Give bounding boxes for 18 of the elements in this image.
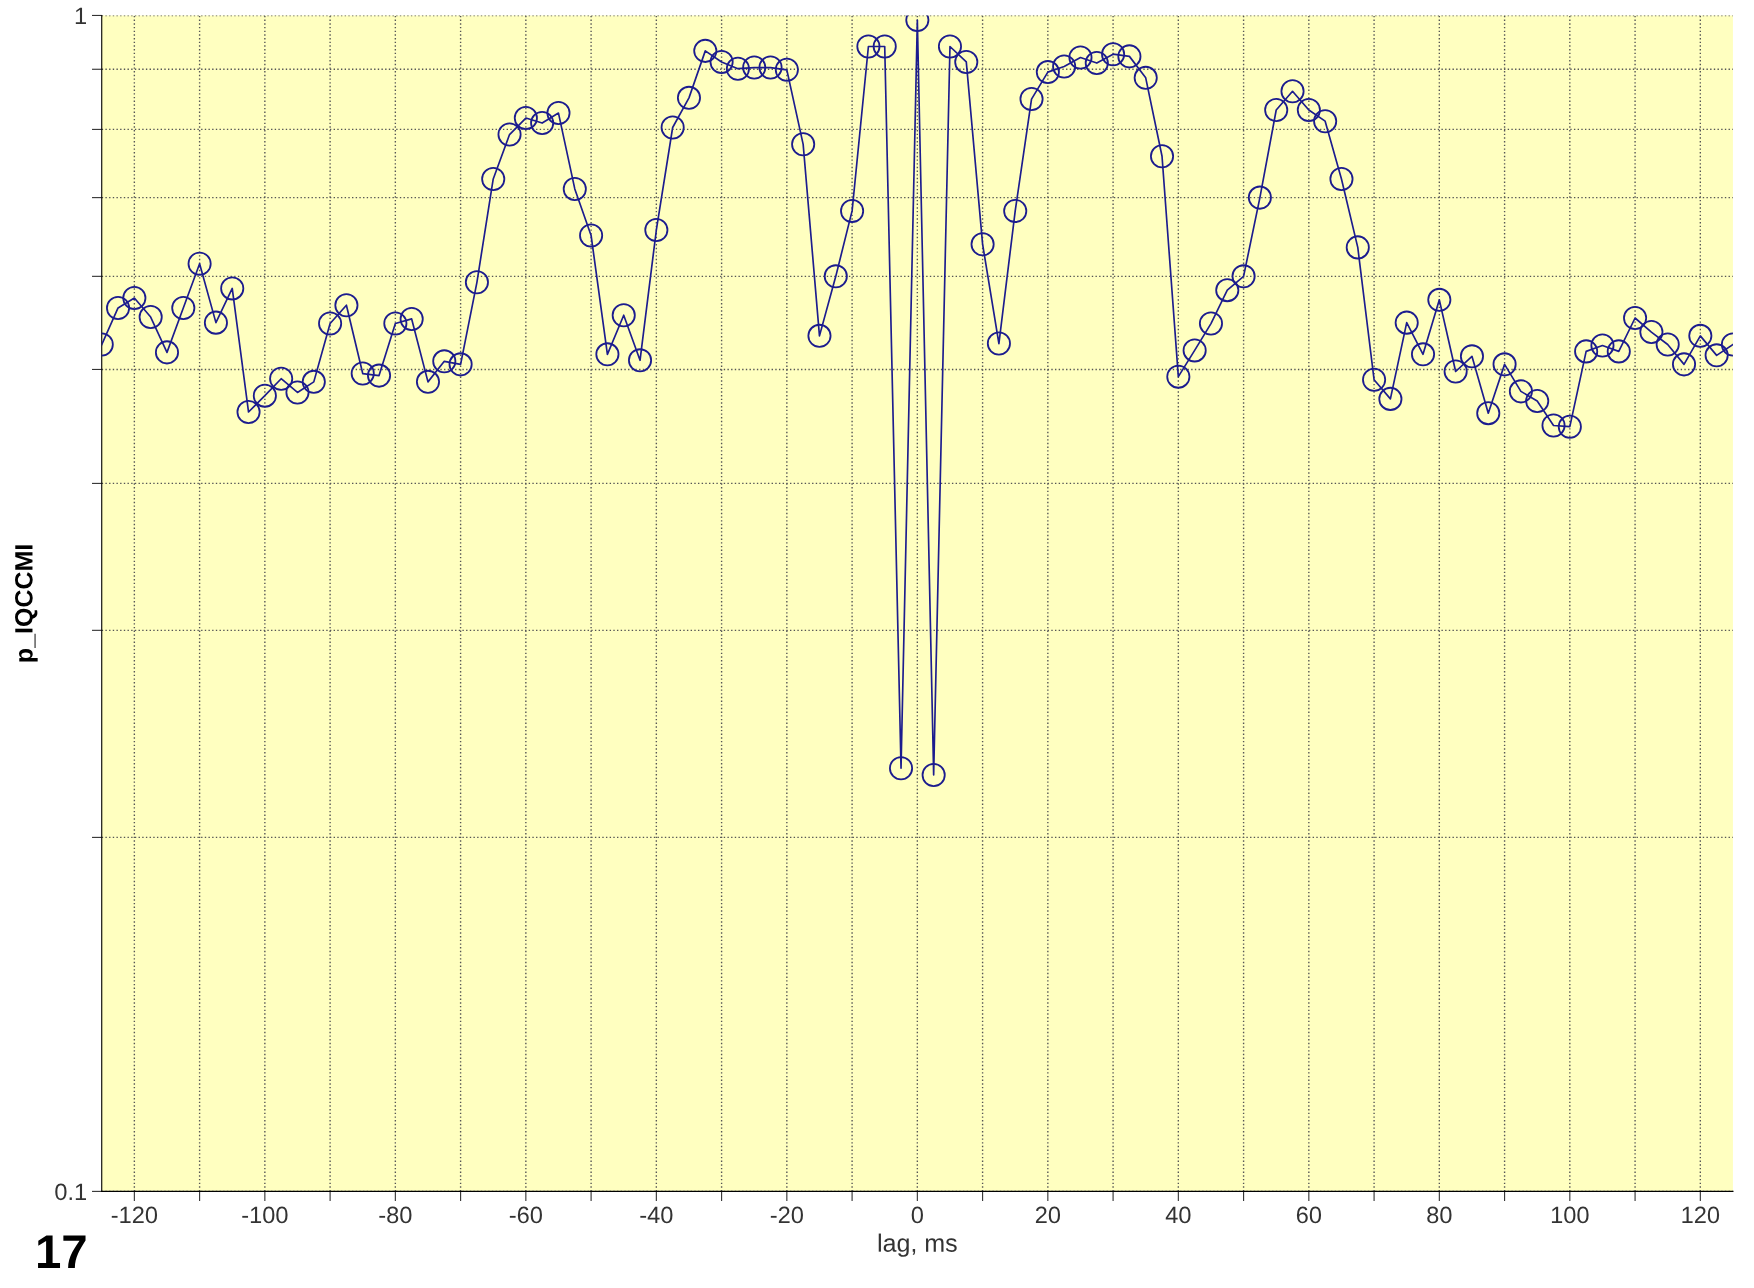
x-tick-label: -60 (509, 1206, 542, 1224)
x-tick-label: 0 (911, 1206, 923, 1224)
x-axis-title: lag, ms (878, 1233, 957, 1257)
x-tick-label: -40 (640, 1206, 673, 1224)
y-tick-label: 0.1 (55, 1183, 86, 1201)
x-tick-label: -80 (379, 1206, 412, 1224)
x-tick-label: 20 (1035, 1206, 1061, 1224)
x-tick-label: 60 (1296, 1206, 1322, 1224)
x-tick-label: -120 (111, 1206, 158, 1224)
x-tick-label: 120 (1682, 1206, 1720, 1224)
x-tick-label: 100 (1551, 1206, 1589, 1224)
x-tick-label: 40 (1165, 1206, 1191, 1224)
x-tick-label: -100 (242, 1206, 288, 1224)
text: 17 (38, 1235, 86, 1268)
x-tick-label: 80 (1427, 1206, 1452, 1224)
x-tick-label: -20 (770, 1206, 803, 1224)
y-axis-title: p_IQCCMI (15, 545, 38, 662)
y-tick-label: 1 (75, 7, 86, 25)
